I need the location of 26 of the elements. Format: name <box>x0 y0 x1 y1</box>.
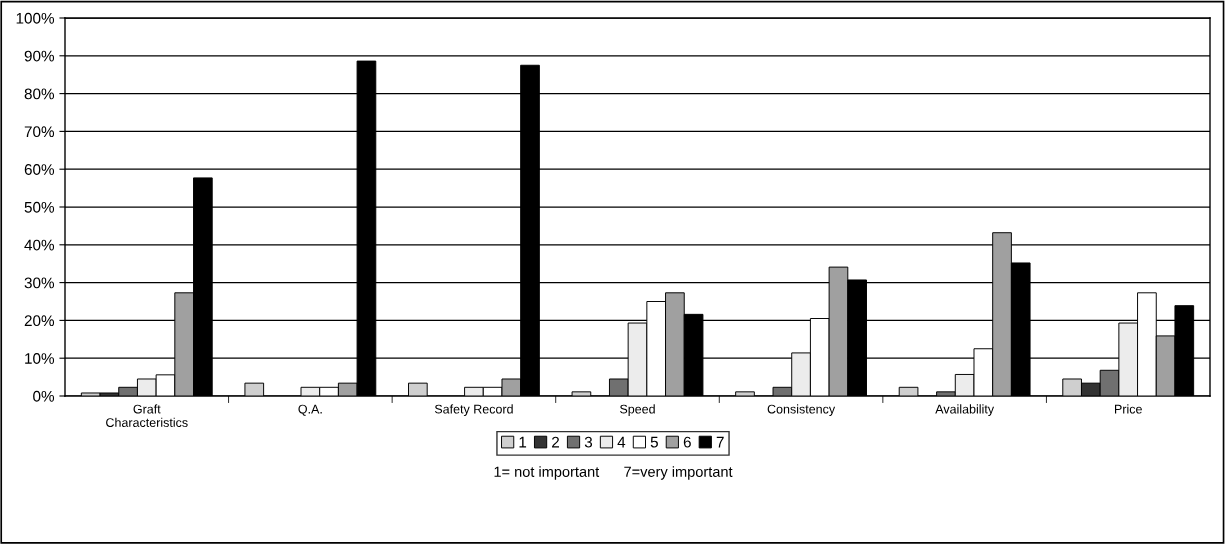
legend-label: 5 <box>650 436 658 448</box>
legend-label: 7 <box>716 436 724 448</box>
x-tick-label: Graft Characteristics <box>106 404 188 427</box>
legend-label: 6 <box>683 436 691 448</box>
legend-label: 2 <box>552 436 559 448</box>
y-tick-label: 30% <box>24 277 55 289</box>
x-tick-label: Safety Record <box>434 404 513 416</box>
y-tick-label: 50% <box>24 201 55 213</box>
legend-label: 3 <box>584 436 593 448</box>
x-tick-label: Price <box>1115 404 1142 414</box>
y-tick-label: 60% <box>24 164 55 175</box>
y-tick-label: 0% <box>33 390 55 402</box>
x-tick-label: Speed <box>620 404 655 416</box>
y-tick-label: 20% <box>24 315 55 327</box>
legend-label: 4 <box>617 436 626 448</box>
y-tick-label: 80% <box>24 88 55 100</box>
y-tick-label: 70% <box>24 126 55 138</box>
y-tick-label: 40% <box>24 239 55 251</box>
text: 1= not important 7=very important <box>494 466 733 480</box>
x-tick-label: Q.A. <box>298 404 322 416</box>
y-tick-label: 90% <box>24 50 55 62</box>
x-tick-label: Consistency <box>767 404 836 416</box>
y-tick-label: 100% <box>16 12 55 24</box>
legend-label: 1 <box>519 436 527 448</box>
x-tick-label: Availability <box>935 404 995 416</box>
y-tick-label: 10% <box>25 353 55 364</box>
